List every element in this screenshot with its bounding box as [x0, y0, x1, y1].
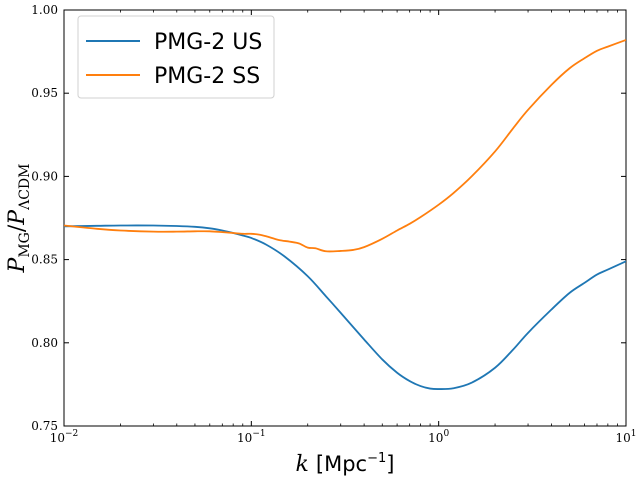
y-axis-label: PMG/PΛCDM	[5, 164, 33, 274]
series-lines	[64, 39, 626, 390]
legend-label-us: PMG-2 US	[154, 30, 262, 55]
series-line-pmg-2-ss	[64, 39, 626, 253]
x-tick-label: 10−2	[50, 429, 79, 445]
legend-label-ss: PMG-2 SS	[154, 64, 260, 89]
legend: PMG-2 US PMG-2 SS	[77, 15, 275, 99]
y-tick-label: 0.85	[31, 253, 58, 267]
legend-box	[77, 15, 275, 99]
series-line-pmg-2-us	[64, 224, 626, 390]
x-tick-label: 101	[615, 429, 636, 445]
x-axis-label: k [Mpc−1]	[296, 451, 395, 477]
y-tick-label: 1.00	[31, 3, 58, 17]
y-tick-label: 0.90	[31, 169, 58, 183]
axis-ticks: 10−2 10−1 100 101 0.75 0.80 0.85 0.90 0.95 1.00	[31, 3, 636, 445]
x-tick-label: 100	[428, 429, 449, 445]
x-tick-label: 10−1	[237, 429, 266, 445]
y-tick-label: 0.75	[31, 419, 58, 433]
y-tick-label: 0.80	[31, 336, 58, 350]
y-tick-label: 0.95	[31, 86, 58, 100]
